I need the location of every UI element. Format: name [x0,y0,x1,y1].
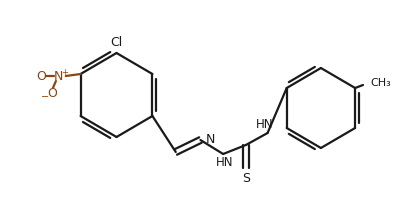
Text: Cl: Cl [110,35,122,49]
Text: HN: HN [215,155,233,168]
Text: N: N [205,133,215,146]
Text: O: O [47,86,57,99]
Text: S: S [242,172,250,185]
Text: −: − [41,92,49,102]
Text: +: + [61,67,68,77]
Text: N: N [54,69,64,82]
Text: HN: HN [256,118,273,131]
Text: CH₃: CH₃ [370,78,391,88]
Text: O: O [36,69,46,82]
